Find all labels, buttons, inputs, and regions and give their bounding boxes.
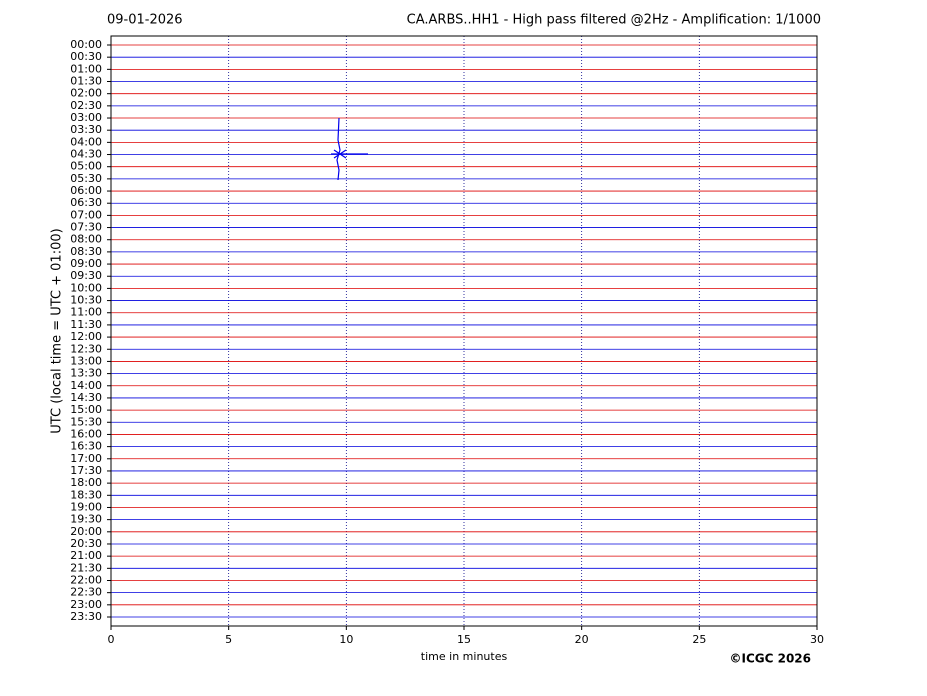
y-tick-label: 12:30 (70, 342, 102, 355)
y-tick-label: 16:30 (70, 440, 102, 453)
y-tick-label: 19:30 (70, 513, 102, 526)
y-tick-label: 16:00 (70, 427, 102, 440)
y-tick-label: 20:30 (70, 537, 102, 550)
y-tick-label: 18:00 (70, 476, 102, 489)
chart-date: 09-01-2026 (107, 13, 183, 28)
y-tick-label: 06:30 (70, 196, 102, 209)
x-tick-label: 5 (225, 633, 232, 646)
y-tick-label: 13:30 (70, 367, 102, 380)
y-tick-label: 03:30 (70, 123, 102, 136)
y-tick-label: 15:00 (70, 403, 102, 416)
y-tick-label: 01:00 (70, 62, 102, 75)
plot-frame (110, 35, 818, 627)
chart-title: CA.ARBS..HH1 - High pass filtered @2Hz -… (407, 13, 821, 28)
y-tick-label: 07:00 (70, 208, 102, 221)
y-tick-label: 02:00 (70, 87, 102, 100)
y-tick-label: 09:00 (70, 257, 102, 270)
y-tick-label: 19:00 (70, 500, 102, 513)
plot-area: 0 5 10 15 20 25 30 00:0000:3001:0001:3002:0002:… (70, 36, 824, 646)
y-tick-label: 22:00 (70, 573, 102, 586)
x-tick-label: 15 (457, 633, 471, 646)
y-tick-label: 05:00 (70, 160, 102, 173)
y-tick-label: 15:30 (70, 415, 102, 428)
y-tick-label: 21:00 (70, 549, 102, 562)
y-tick-label: 10:30 (70, 294, 102, 307)
x-tick-label: 20 (575, 633, 589, 646)
x-tick-label: 10 (339, 633, 353, 646)
y-tick-label: 00:00 (70, 38, 102, 51)
y-tick-label: 07:30 (70, 221, 102, 234)
y-tick-label: 08:00 (70, 233, 102, 246)
y-tick-label: 08:30 (70, 245, 102, 258)
y-tick-label: 06:00 (70, 184, 102, 197)
seismic-event (331, 117, 368, 181)
x-axis-label: time in minutes (421, 650, 508, 663)
y-tick-label: 10:00 (70, 281, 102, 294)
y-tick-label: 11:00 (70, 306, 102, 319)
x-tick-label: 30 (810, 633, 824, 646)
y-tick-label: 05:30 (70, 172, 102, 185)
y-tick-label: 12:00 (70, 330, 102, 343)
x-tick-label: 0 (108, 633, 115, 646)
y-tick-label: 23:00 (70, 598, 102, 611)
y-tick-label: 21:30 (70, 561, 102, 574)
copyright: ©ICGC 2026 (729, 652, 811, 666)
y-tick-label: 17:30 (70, 464, 102, 477)
y-tick-label: 00:30 (70, 50, 102, 63)
y-tick-label: 17:00 (70, 452, 102, 465)
y-tick-label: 14:30 (70, 391, 102, 404)
y-tick-label: 02:30 (70, 99, 102, 112)
x-tick-label: 25 (692, 633, 706, 646)
y-tick-label: 04:30 (70, 148, 102, 161)
y-tick-label: 04:00 (70, 135, 102, 148)
y-axis-label: UTC (local time = UTC + 01:00) (50, 228, 65, 433)
y-tick-label: 11:30 (70, 318, 102, 331)
y-tick-label: 14:00 (70, 379, 102, 392)
y-tick-label: 13:00 (70, 354, 102, 367)
y-tick-label: 23:30 (70, 610, 102, 623)
y-tick-label: 22:30 (70, 586, 102, 599)
y-tick-label: 01:30 (70, 75, 102, 88)
y-tick-label: 03:00 (70, 111, 102, 124)
y-tick-label: 20:00 (70, 525, 102, 538)
y-tick-label: 09:30 (70, 269, 102, 282)
y-tick-label: 18:30 (70, 488, 102, 501)
